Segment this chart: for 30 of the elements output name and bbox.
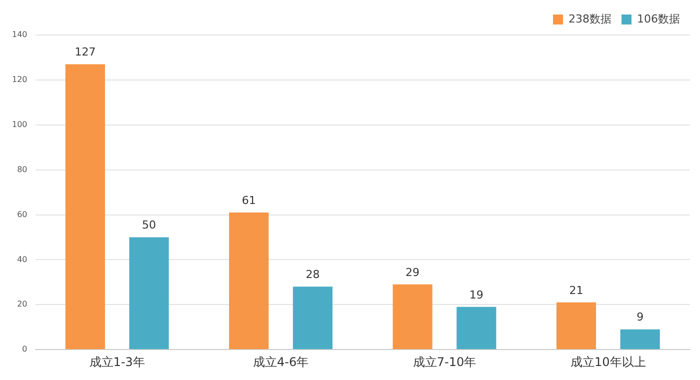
data-label: 61 [242, 194, 256, 207]
data-label: 127 [74, 46, 96, 59]
y-tick-label: 40 [17, 254, 28, 264]
bar [65, 64, 105, 350]
data-label: 19 [469, 288, 484, 302]
data-label: 50 [142, 218, 156, 232]
data-label: 28 [306, 268, 320, 282]
y-tick-label: 60 [17, 210, 28, 219]
y-tick-label: 80 [17, 164, 28, 174]
data-label: 9 [636, 310, 644, 324]
bar [292, 286, 332, 350]
x-tick-label: 成立4-6年 [252, 354, 309, 369]
x-tick-label: 成立10年以上 [570, 354, 646, 369]
y-tick-label: 20 [17, 300, 28, 309]
bar [456, 306, 496, 350]
legend-label: 106数据 [637, 12, 680, 26]
bar [129, 237, 169, 350]
x-tick-label: 成立7-10年 [412, 354, 476, 369]
bar [392, 284, 432, 350]
y-tick-label: 120 [12, 75, 28, 84]
data-label: 29 [406, 266, 420, 279]
bar [556, 302, 596, 350]
bar [229, 212, 269, 350]
y-tick-label: 100 [12, 120, 28, 129]
bar [620, 329, 660, 350]
y-tick-label: 0 [22, 344, 28, 354]
y-tick-label: 140 [12, 30, 28, 40]
legend-label: 238数据 [568, 12, 612, 26]
x-tick-label: 成立1-3年 [89, 354, 145, 369]
data-label: 21 [569, 284, 584, 297]
